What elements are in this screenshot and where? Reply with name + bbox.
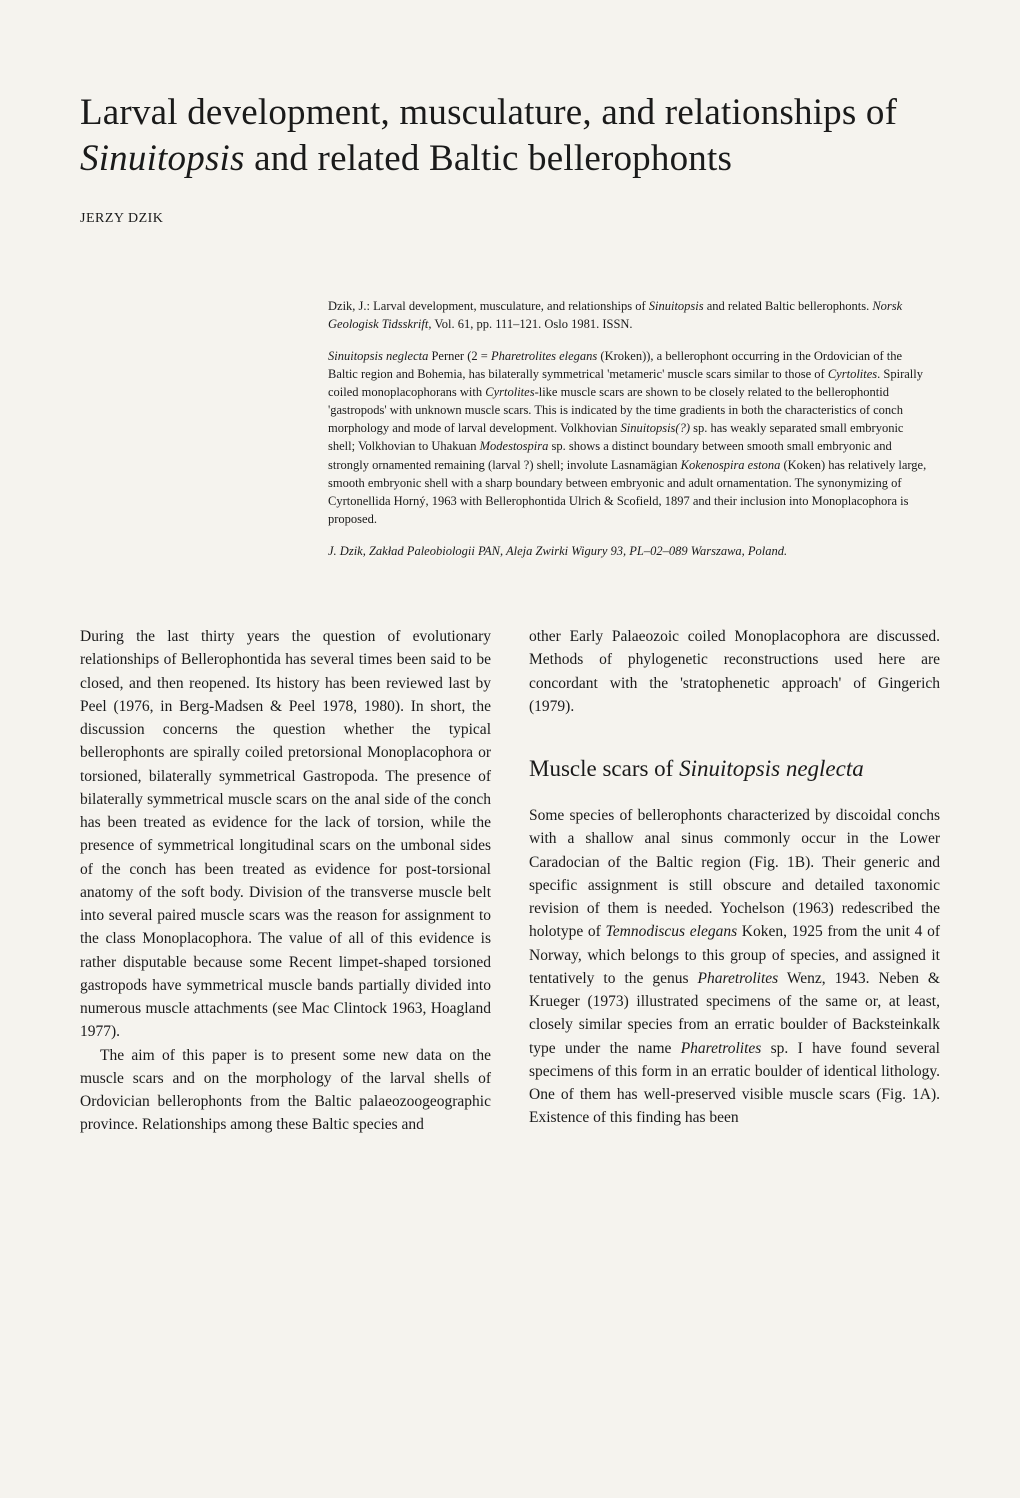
author-name: JERZY DZIK	[80, 211, 940, 227]
left-para-2: The aim of this paper is to present some…	[80, 1044, 491, 1137]
heading-text: Muscle scars of	[529, 756, 679, 781]
title-text-1: Larval development, musculature, and rel…	[80, 92, 897, 133]
right-para-2: Some species of bellerophonts characteri…	[529, 804, 940, 1130]
body-columns: During the last thirty years the questio…	[80, 625, 940, 1137]
left-para-1: During the last thirty years the questio…	[80, 625, 491, 1044]
title-italic: Sinuitopsis	[80, 138, 245, 179]
section-heading-muscle-scars: Muscle scars of Sinuitopsis neglecta	[529, 754, 940, 784]
title-text-2: and related Baltic bellerophonts	[245, 138, 732, 179]
heading-italic: Sinuitopsis neglecta	[679, 756, 864, 781]
abstract-block: Dzik, J.: Larval development, musculatur…	[328, 297, 930, 561]
right-column: other Early Palaeozoic coiled Monoplacop…	[529, 625, 940, 1137]
abstract-citation: Dzik, J.: Larval development, musculatur…	[328, 297, 930, 333]
cit-1: Dzik, J.: Larval development, musculatur…	[328, 299, 649, 313]
left-column: During the last thirty years the questio…	[80, 625, 491, 1137]
right-para-1: other Early Palaeozoic coiled Monoplacop…	[529, 625, 940, 718]
abstract-body: Sinuitopsis neglecta Perner (2 = Pharetr…	[328, 347, 930, 528]
author-address: J. Dzik, Zakład Paleobiologii PAN, Aleja…	[328, 542, 930, 560]
cit-3: Vol. 61, pp. 111–121. Oslo 1981. ISSN.	[431, 317, 632, 331]
article-title: Larval development, musculature, and rel…	[80, 90, 940, 183]
cit-it1: Sinuitopsis	[649, 299, 704, 313]
cit-2: and related Baltic bellerophonts.	[704, 299, 873, 313]
